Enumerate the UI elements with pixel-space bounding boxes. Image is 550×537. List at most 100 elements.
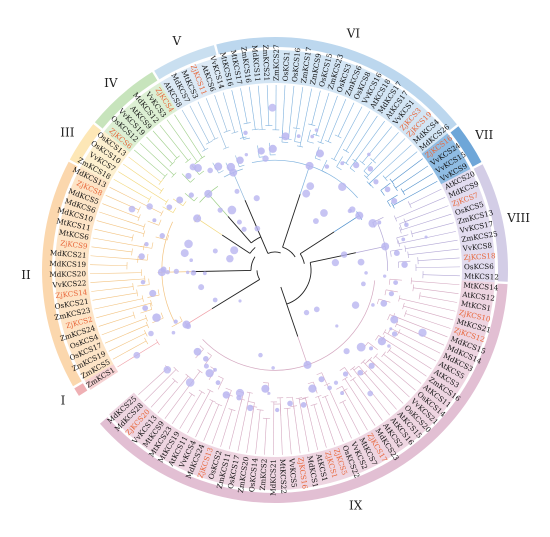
terminal-branch	[164, 371, 201, 419]
branch-link	[385, 289, 398, 293]
bootstrap-node	[377, 220, 382, 225]
bootstrap-node	[163, 366, 172, 374]
clade-arc	[202, 280, 376, 371]
clade-label: V	[171, 34, 181, 48]
branch-arc	[144, 314, 148, 322]
clade-label: I	[61, 394, 66, 408]
branch-arc	[215, 402, 223, 407]
bootstrap-node	[204, 189, 213, 198]
root-branch	[282, 194, 301, 248]
branch-arc	[145, 321, 150, 329]
clade-label: IV	[104, 76, 118, 90]
bootstrap-node	[193, 347, 202, 356]
branch-arc	[190, 178, 195, 183]
terminal-branch	[327, 98, 347, 142]
branch-arc	[131, 234, 134, 242]
branch-arc	[375, 335, 379, 341]
bootstrap-node	[401, 261, 408, 268]
branch-arc	[207, 388, 214, 393]
branch-arc	[404, 310, 407, 317]
bootstrap-node	[254, 225, 261, 232]
leaf-label: AtKCS12	[461, 290, 496, 303]
branch-arc	[131, 248, 133, 256]
bootstrap-node	[296, 134, 301, 139]
terminal-branch	[411, 222, 454, 235]
branch-arc	[381, 351, 386, 358]
branch-arc	[185, 158, 191, 163]
terminal-branch	[344, 378, 376, 426]
branch-arc	[223, 146, 230, 150]
bootstrap-node	[144, 242, 149, 247]
bootstrap-node	[185, 270, 190, 275]
branch-arc	[404, 245, 407, 252]
clade-ring	[94, 72, 158, 129]
root-branch	[299, 231, 335, 255]
branch-link	[139, 245, 152, 249]
bootstrap-node	[327, 385, 332, 391]
branch-arc	[251, 128, 259, 131]
branch-arc	[363, 170, 369, 176]
terminal-branch	[404, 205, 449, 222]
terminal-branch	[311, 90, 321, 125]
bootstrap-node	[306, 182, 315, 190]
branch-arc	[205, 140, 213, 145]
root-arc	[250, 256, 256, 271]
branch-link	[321, 159, 328, 171]
branch-link	[217, 378, 224, 390]
clade-band	[159, 57, 227, 111]
branch-arc	[256, 409, 264, 411]
branch-link	[171, 320, 183, 328]
terminal-branch	[159, 124, 189, 161]
bootstrap-node	[353, 162, 360, 169]
leaf-label: ZjKCS9	[60, 238, 89, 250]
clade-label: VI	[346, 27, 361, 41]
terminal-branch	[415, 266, 460, 268]
branch-arc	[207, 352, 212, 356]
bootstrap-node	[335, 324, 339, 328]
terminal-branch	[398, 332, 441, 354]
terminal-branch	[197, 101, 216, 140]
leaf-label: OsKCS14	[247, 457, 260, 493]
bootstrap-node	[318, 376, 325, 383]
branch-arc	[141, 295, 144, 302]
branch-arc	[342, 149, 350, 153]
terminal-branch	[108, 332, 146, 352]
terminal-branch	[288, 85, 295, 140]
branch-arc	[339, 367, 345, 371]
bootstrap-node	[313, 306, 320, 313]
branch-arc	[142, 223, 146, 231]
bootstrap-node	[166, 204, 173, 211]
terminal-branch	[96, 302, 152, 319]
branch-link	[294, 129, 297, 142]
branch-link	[240, 127, 244, 140]
branch-arc	[164, 199, 169, 205]
terminal-branch	[342, 401, 360, 435]
terminal-branch	[112, 340, 147, 360]
terminal-branch	[237, 392, 251, 452]
branch-link	[369, 359, 379, 368]
bootstrap-node	[212, 248, 218, 254]
branch-arc	[239, 164, 245, 168]
root-arc	[299, 253, 305, 264]
clade-label: III	[60, 125, 74, 139]
terminal-branch	[318, 396, 336, 446]
terminal-branch	[313, 404, 327, 448]
bootstrap-node	[235, 388, 245, 398]
branch-arc	[179, 316, 183, 322]
clade-ring	[74, 383, 88, 396]
terminal-branch	[118, 171, 167, 203]
branch-arc	[198, 389, 205, 394]
bootstrap-node	[149, 289, 157, 297]
bootstrap-node	[343, 348, 350, 355]
terminal-branch	[345, 115, 378, 164]
branch-arc	[302, 396, 309, 399]
terminal-branch	[187, 390, 211, 434]
branch-arc	[147, 253, 149, 261]
clade-band	[80, 131, 130, 183]
bootstrap-node	[184, 239, 193, 249]
branch-arc	[391, 202, 395, 209]
clade-band	[218, 50, 448, 154]
leaf-label: VvKCS22	[51, 278, 87, 289]
root-branch	[310, 252, 356, 263]
terminal-branch	[139, 143, 175, 176]
